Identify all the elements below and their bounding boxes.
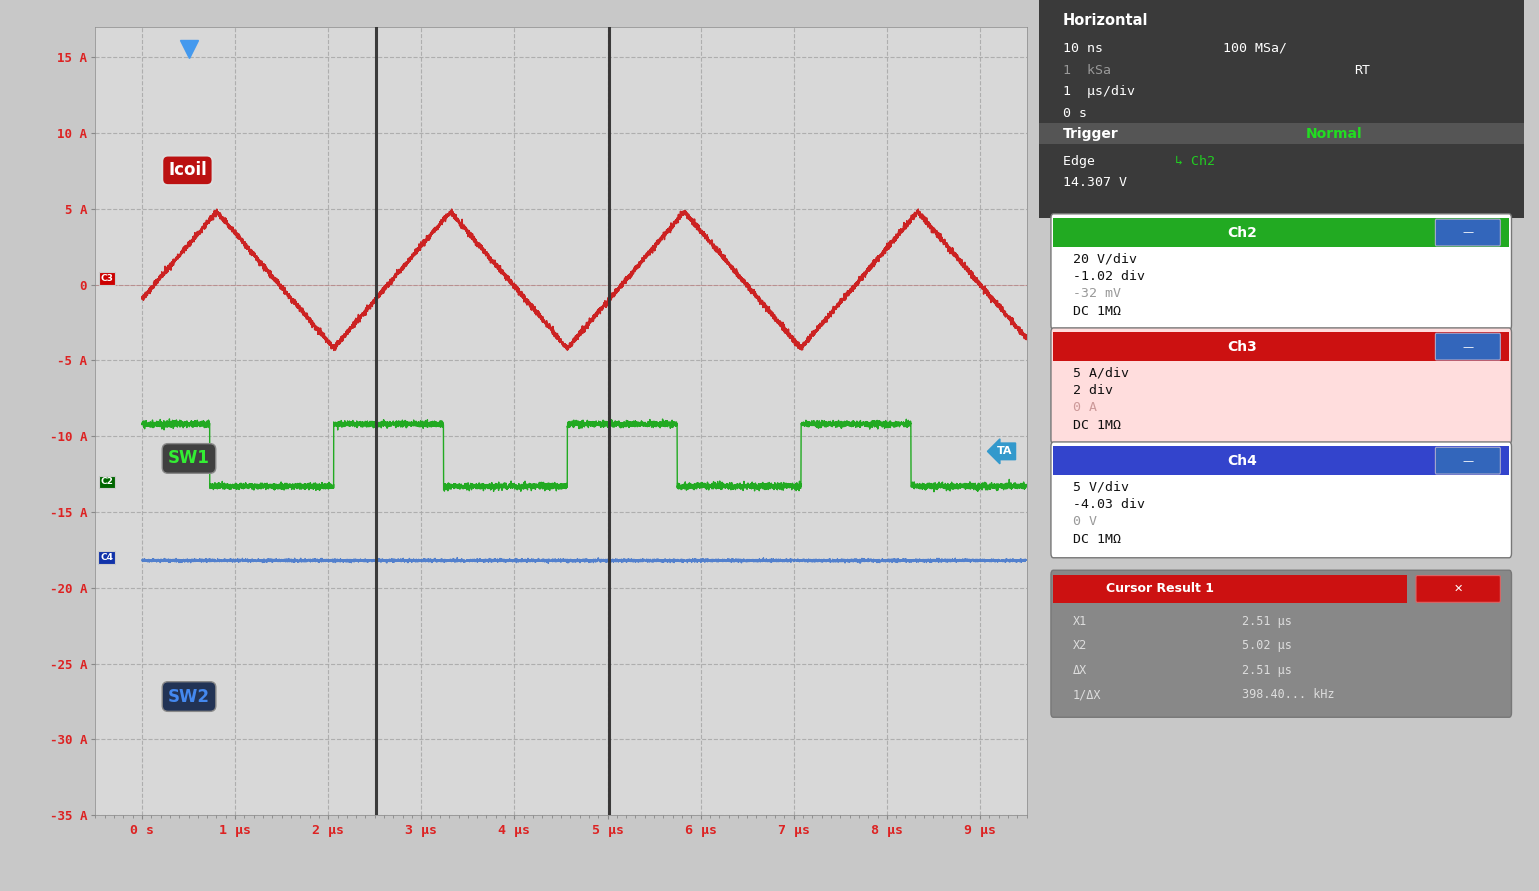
Bar xyxy=(1039,123,1524,144)
Text: Cursor Result 1: Cursor Result 1 xyxy=(1107,583,1214,595)
Text: C4: C4 xyxy=(100,553,112,562)
Text: -4.03 div: -4.03 div xyxy=(1073,498,1145,511)
Bar xyxy=(1053,575,1407,603)
Text: C2: C2 xyxy=(100,478,112,486)
Text: ↳ Ch2: ↳ Ch2 xyxy=(1174,155,1214,168)
FancyBboxPatch shape xyxy=(1051,442,1511,558)
Text: X2: X2 xyxy=(1073,640,1087,652)
Text: DC 1MΩ: DC 1MΩ xyxy=(1073,305,1120,318)
Text: 20 V/div: 20 V/div xyxy=(1073,252,1137,266)
Text: ✕: ✕ xyxy=(1453,584,1464,594)
Text: SW1: SW1 xyxy=(168,449,209,468)
Text: Trigger: Trigger xyxy=(1063,127,1119,141)
Text: 0 s: 0 s xyxy=(1063,107,1087,119)
Text: Ch3: Ch3 xyxy=(1228,339,1257,354)
FancyBboxPatch shape xyxy=(1051,570,1511,717)
Text: Icoil: Icoil xyxy=(168,161,206,179)
Text: 5 A/div: 5 A/div xyxy=(1073,366,1128,380)
Text: DC 1MΩ: DC 1MΩ xyxy=(1073,419,1120,432)
Text: —: — xyxy=(1462,455,1473,466)
Text: 1  kSa: 1 kSa xyxy=(1063,64,1111,77)
Text: 398.40... kHz: 398.40... kHz xyxy=(1242,688,1334,701)
Text: 2 div: 2 div xyxy=(1073,384,1113,397)
Text: —: — xyxy=(1462,341,1473,352)
FancyBboxPatch shape xyxy=(1416,576,1501,602)
Text: —: — xyxy=(1462,227,1473,238)
FancyBboxPatch shape xyxy=(1436,333,1501,360)
Text: 5.02 μs: 5.02 μs xyxy=(1242,640,1293,652)
Text: Edge: Edge xyxy=(1063,155,1103,168)
Text: 0 V: 0 V xyxy=(1073,516,1097,528)
Text: 5 V/div: 5 V/div xyxy=(1073,480,1128,494)
Text: C3: C3 xyxy=(100,274,112,283)
Text: RT: RT xyxy=(1354,64,1370,77)
Text: 100 MSa/: 100 MSa/ xyxy=(1224,42,1287,54)
Text: X1: X1 xyxy=(1073,615,1087,628)
Text: Normal: Normal xyxy=(1305,127,1362,141)
FancyBboxPatch shape xyxy=(1051,328,1511,444)
Text: 2.51 μs: 2.51 μs xyxy=(1242,664,1293,676)
FancyBboxPatch shape xyxy=(1436,219,1501,246)
Text: 2.51 μs: 2.51 μs xyxy=(1242,615,1293,628)
Text: 1/ΔX: 1/ΔX xyxy=(1073,688,1102,701)
Text: Ch4: Ch4 xyxy=(1228,454,1257,468)
Bar xyxy=(1053,332,1510,361)
Text: Ch2: Ch2 xyxy=(1228,225,1257,240)
Text: 14.307 V: 14.307 V xyxy=(1063,176,1127,189)
FancyBboxPatch shape xyxy=(1436,447,1501,474)
Text: DC 1MΩ: DC 1MΩ xyxy=(1073,533,1120,546)
Text: TA: TA xyxy=(997,446,1013,456)
Text: 0 A: 0 A xyxy=(1073,402,1097,414)
Text: -1.02 div: -1.02 div xyxy=(1073,270,1145,283)
Text: Horizontal: Horizontal xyxy=(1063,13,1148,28)
Text: ΔX: ΔX xyxy=(1073,664,1087,676)
Text: -32 mV: -32 mV xyxy=(1073,288,1120,300)
Text: 1  μs/div: 1 μs/div xyxy=(1063,86,1136,98)
Text: SW2: SW2 xyxy=(168,688,209,706)
Bar xyxy=(1053,446,1510,475)
Text: 10 ns: 10 ns xyxy=(1063,42,1103,54)
FancyBboxPatch shape xyxy=(1051,214,1511,330)
Bar xyxy=(1039,0,1524,218)
Bar xyxy=(1053,218,1510,247)
